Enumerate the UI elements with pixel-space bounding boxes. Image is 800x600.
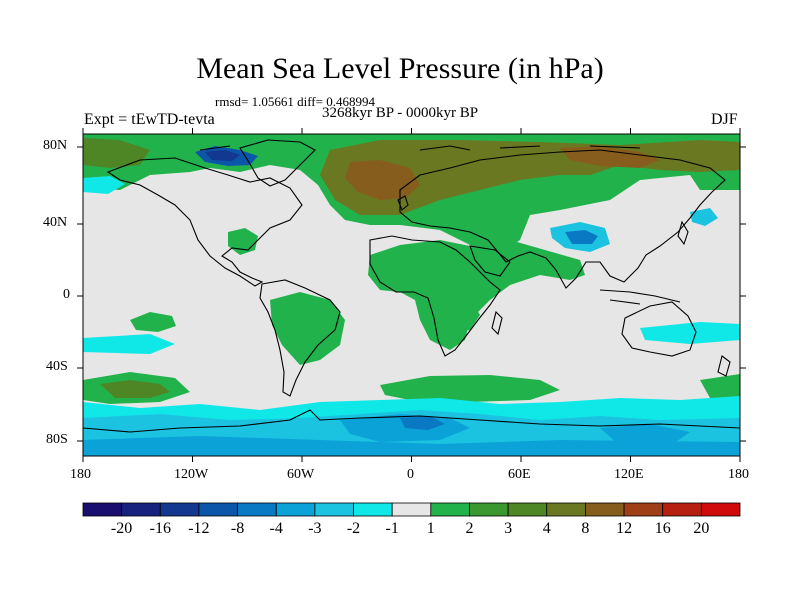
lat-label-40s: 40S bbox=[46, 359, 68, 374]
colorbar-swatch bbox=[159, 502, 200, 517]
alaska-olive-region bbox=[83, 138, 150, 168]
colorbar-swatch bbox=[546, 502, 586, 517]
north-america-outline bbox=[106, 157, 303, 287]
colorbar-label: 16 bbox=[654, 520, 671, 537]
lon-label-0: 0 bbox=[407, 467, 414, 482]
colorbar-label: 20 bbox=[693, 520, 710, 537]
period-text: 3268kyr BP - 0000kyr BP bbox=[322, 105, 479, 121]
south-america-positive-region bbox=[270, 292, 345, 365]
siberian-high-core bbox=[345, 160, 420, 200]
east-pacific-negative-region bbox=[640, 322, 740, 344]
map-field bbox=[83, 134, 740, 456]
experiment-label: Expt = tEwTD-tevta bbox=[84, 111, 215, 128]
colorbar-swatch bbox=[662, 502, 702, 517]
colorbar-label: 8 bbox=[581, 520, 590, 537]
eurasia-outline bbox=[399, 149, 726, 289]
lon-label-120e: 120E bbox=[614, 467, 644, 482]
indonesia-outline bbox=[599, 289, 681, 305]
asia-negative-core bbox=[565, 230, 598, 244]
colorbar-label: -2 bbox=[346, 520, 361, 537]
colorbar-label: 1 bbox=[426, 520, 435, 537]
colorbar-label: -8 bbox=[230, 520, 245, 537]
lon-label-180w: 180 bbox=[70, 467, 91, 482]
colorbar-label: -20 bbox=[110, 520, 133, 537]
colorbar-swatch bbox=[507, 502, 548, 517]
colorbar-swatch bbox=[700, 502, 741, 517]
colorbar-swatch bbox=[469, 502, 509, 517]
colorbar-swatch bbox=[121, 502, 161, 517]
colorbar-label: -1 bbox=[385, 520, 399, 537]
polar-brown-region bbox=[560, 146, 660, 168]
colorbar-swatch bbox=[82, 502, 123, 517]
stats-text: rmsd= 1.05661 diff= 0.468994 bbox=[215, 94, 375, 109]
colorbar-label: -3 bbox=[308, 520, 322, 537]
colorbar-label: 12 bbox=[616, 520, 633, 537]
lon-label-120w: 120W bbox=[174, 467, 209, 482]
latitude-ticks bbox=[77, 146, 746, 442]
colorbar-swatch bbox=[623, 502, 664, 517]
greenland-outline bbox=[239, 139, 316, 187]
colorbar-label: 2 bbox=[465, 520, 474, 537]
lon-label-60e: 60E bbox=[508, 467, 531, 482]
arabia-outline bbox=[469, 245, 511, 277]
colorbar-label: 4 bbox=[542, 520, 551, 537]
season-label: DJF bbox=[711, 111, 738, 128]
arctic-islands-outline bbox=[199, 145, 641, 151]
south-america-outline bbox=[259, 279, 341, 397]
colorbar-label: -16 bbox=[149, 520, 171, 537]
colorbar-swatch bbox=[430, 502, 470, 517]
coastlines bbox=[83, 139, 740, 433]
antarctic-negative-south bbox=[83, 436, 740, 456]
colorbar-label: 3 bbox=[504, 520, 513, 537]
colorbar-swatch bbox=[585, 502, 625, 517]
colorbar-label: -4 bbox=[269, 520, 283, 537]
japan-negative-region bbox=[690, 208, 718, 226]
colorbar-swatch bbox=[275, 502, 316, 517]
colorbar-swatch bbox=[391, 502, 432, 517]
africa-outline bbox=[369, 235, 501, 357]
lat-label-80s: 80S bbox=[46, 432, 68, 447]
northeast-pacific-negative-region bbox=[83, 176, 125, 194]
tropical-pacific-negative-region bbox=[83, 334, 175, 354]
antarctica-outline bbox=[83, 409, 740, 433]
lon-label-180e: 180 bbox=[728, 467, 749, 482]
southern-positive-band bbox=[380, 375, 560, 402]
antarctic-negative-core-east bbox=[600, 424, 690, 446]
australia-outline bbox=[621, 301, 697, 357]
madagascar-outline bbox=[491, 310, 503, 336]
pacific-positive-region bbox=[130, 312, 176, 332]
new-zealand-outline bbox=[717, 355, 731, 377]
antarctic-deep-low bbox=[400, 416, 445, 430]
southwest-pacific-olive-core bbox=[100, 380, 170, 398]
british-isles-outline bbox=[397, 195, 409, 211]
lat-label-80n: 80N bbox=[43, 138, 68, 153]
japan-outline bbox=[677, 220, 689, 246]
south-atlantic-positive-region bbox=[440, 298, 480, 332]
southern-indian-positive-region bbox=[700, 374, 740, 398]
lon-label-60w: 60W bbox=[287, 467, 315, 482]
colorbar bbox=[82, 502, 741, 517]
colorbar-swatch bbox=[353, 502, 393, 517]
colorbar-swatch bbox=[198, 502, 238, 517]
map-title: Mean Sea Level Pressure (in hPa) bbox=[196, 52, 604, 85]
lat-label-40n: 40N bbox=[43, 215, 68, 230]
africa-positive-region bbox=[368, 240, 585, 350]
lat-label-0: 0 bbox=[63, 287, 70, 302]
longitude-ticks bbox=[82, 128, 741, 462]
colorbar-swatch bbox=[314, 502, 354, 517]
greenland-low-core bbox=[205, 150, 240, 161]
colorbar-swatch bbox=[237, 502, 277, 517]
colorbar-label: -12 bbox=[188, 520, 210, 537]
